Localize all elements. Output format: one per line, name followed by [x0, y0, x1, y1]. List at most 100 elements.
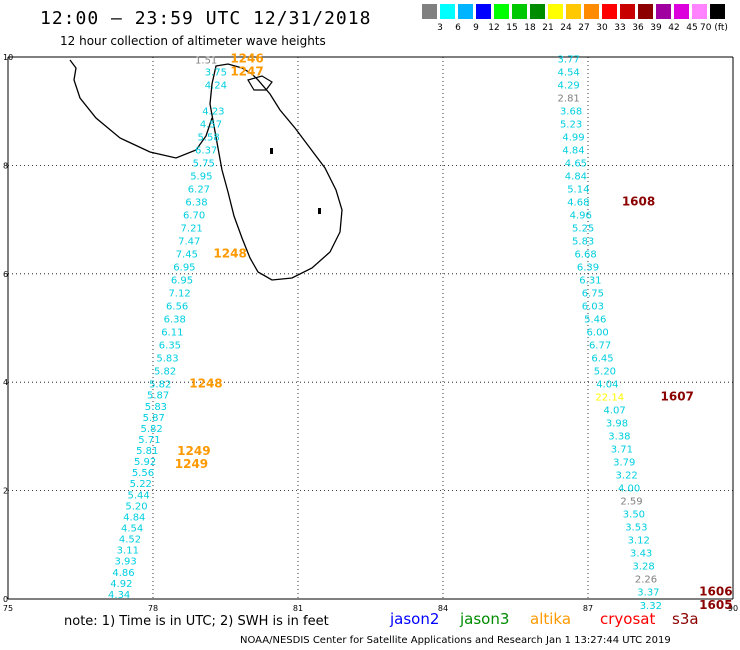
wave-height-label: 5.25: [572, 224, 594, 235]
wave-height-label: 6.95: [171, 276, 193, 287]
wave-height-label: 3.68: [560, 106, 582, 117]
lat-tick-label: 0: [3, 595, 8, 604]
wave-height-label: 6.27: [188, 185, 210, 196]
scale-swatch: [674, 4, 689, 19]
scale-label: 9: [473, 23, 479, 33]
lon-tick-label: 90: [728, 604, 738, 613]
wave-height-label: 5.95: [190, 171, 212, 182]
wave-height-tracks: 1.513.75 4.24 4.23 4.57 5.58 6.37 5.75 5.95 6.27…: [154, 54, 662, 611]
wave-height-label: 5.22: [130, 479, 152, 490]
wave-height-label: 6.31: [579, 276, 601, 287]
scale-label: 45: [686, 23, 698, 33]
scale-label: 21: [542, 23, 554, 33]
scale-label: 27: [578, 23, 590, 33]
wave-height-label: 7.45: [176, 250, 198, 261]
wave-height-label: 4.84: [562, 145, 584, 156]
wave-height-label: 5.14: [567, 185, 589, 196]
wave-height-label: 5.87: [143, 413, 165, 424]
wave-height-label: 5.23: [560, 119, 582, 130]
wave-height-label: 6.35: [159, 341, 181, 352]
wave-height-label: 3.22: [616, 471, 638, 482]
wave-height-label: 4.99: [562, 132, 584, 143]
wave-height-label: 6.77: [589, 341, 611, 352]
pass-time-label: 1249: [175, 457, 208, 471]
scale-label: 12: [488, 23, 500, 33]
scale-label: 15: [506, 23, 518, 33]
wave-height-label: 5.81: [136, 446, 158, 457]
wave-height-label: 5.46: [584, 315, 606, 326]
satellite-altika: altika: [530, 610, 572, 628]
wave-height-label: 6.38: [185, 198, 207, 209]
wave-height-label: 6.45: [591, 354, 613, 365]
wave-height-label: 6.38: [164, 315, 186, 326]
wave-height-label: 5.82: [149, 380, 171, 391]
wave-height-label: 3.37: [637, 588, 659, 599]
wave-height-label: 7.21: [181, 224, 203, 235]
wave-height-label: 5.92: [134, 457, 156, 468]
chart-subtitle: 12 hour collection of altimeter wave hei…: [60, 34, 326, 48]
wave-height-label: 4.92: [110, 579, 132, 590]
lon-tick-label: 78: [148, 604, 158, 613]
scale-label: 33: [614, 23, 626, 33]
scale-label: 3: [437, 23, 443, 33]
lat-tick-label: 8: [3, 161, 8, 170]
wave-height-label: 3.32: [640, 601, 662, 612]
wave-height-label: 3.50: [623, 510, 645, 521]
pass-time-label: 1608: [622, 195, 655, 209]
sri-lanka-coastline: [69, 59, 343, 281]
scale-label: 30: [596, 23, 608, 33]
wave-height-label: 6.95: [173, 263, 195, 274]
satellite-cryosat: cryosat: [600, 610, 656, 628]
lat-tick-label: 2: [3, 487, 8, 496]
pass-time-label: 1606: [699, 585, 732, 599]
scale-label: 24: [560, 23, 572, 33]
pass-time-label: 1248: [213, 247, 246, 261]
pass-time-label: 1248: [189, 377, 222, 391]
wave-height-label: 5.82: [140, 424, 162, 435]
wave-height-label: 7.47: [178, 237, 200, 248]
wave-height-label: 6.68: [574, 250, 596, 261]
wave-height-label: 3.79: [613, 458, 635, 469]
wave-height-label: 4.84: [123, 512, 145, 523]
scale-label: 36: [632, 23, 644, 33]
wave-height-label: 6.75: [582, 289, 604, 300]
scale-swatch: [602, 4, 617, 19]
wave-height-label: 1.51: [195, 56, 217, 67]
wave-height-label: 5.58: [197, 132, 219, 143]
wave-height-label: 5.83: [145, 402, 167, 413]
scale-swatch: [710, 4, 725, 19]
wave-height-label: 4.52: [119, 535, 141, 546]
wave-height-label: 3.75: [205, 67, 227, 78]
wave-height-label: 3.77: [558, 54, 580, 65]
scale-swatch: [440, 4, 455, 19]
wave-height-label: 6.37: [195, 145, 217, 156]
scale-label: 6: [455, 23, 461, 33]
lat-tick-label: 6: [3, 270, 8, 279]
wave-height-label: 3.71: [611, 445, 633, 456]
satellite-s3a: s3a: [672, 610, 699, 628]
scale-swatch: [530, 4, 545, 19]
wave-height-label: 4.84: [565, 171, 587, 182]
wave-height-label: 4.54: [558, 67, 580, 78]
wave-height-label: 4.57: [200, 119, 222, 130]
wave-height-label: 4.65: [565, 158, 587, 169]
map-grid: 75 78 81 84 87 90 0 2 4 6 8 10: [3, 53, 738, 613]
wave-height-label: 6.39: [577, 263, 599, 274]
pass-time-label: 1249: [177, 444, 210, 458]
wave-height-label: 3.98: [606, 419, 628, 430]
wave-height-label: 2.59: [620, 497, 642, 508]
wave-height-label: 5.83: [156, 354, 178, 365]
scale-swatch: [620, 4, 635, 19]
scale-swatch: [458, 4, 473, 19]
satellite-jason2: jason2: [390, 610, 440, 628]
lon-tick-label: 84: [438, 604, 448, 613]
wave-height-label: 5.87: [147, 391, 169, 402]
scale-label: 39: [650, 23, 662, 33]
scale-swatch: [692, 4, 707, 19]
wave-height-label: 3.43: [630, 549, 652, 560]
wave-height-label: 6.00: [587, 328, 609, 339]
wave-height-label: 6.11: [161, 328, 183, 339]
wave-height-label: 3.38: [608, 432, 630, 443]
lon-tick-label: 75: [3, 604, 13, 613]
